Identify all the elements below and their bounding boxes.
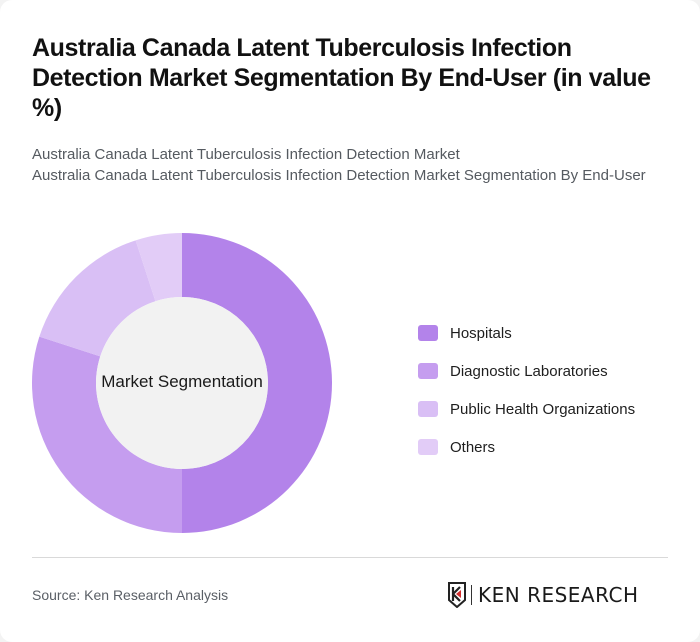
legend-swatch-icon bbox=[418, 325, 438, 341]
chart-subtitle-segmentation: Australia Canada Latent Tuberculosis Inf… bbox=[32, 167, 646, 184]
legend-label: Diagnostic Laboratories bbox=[450, 362, 608, 380]
source-note: Source: Ken Research Analysis bbox=[32, 587, 229, 603]
legend-swatch-icon bbox=[418, 439, 438, 455]
ken-research-logo: KEN RESEARCH bbox=[447, 582, 639, 608]
legend-swatch-icon bbox=[418, 401, 438, 417]
chart-legend: Hospitals Diagnostic Laboratories Public… bbox=[418, 314, 635, 466]
donut-chart bbox=[31, 233, 332, 533]
legend-swatch-icon bbox=[418, 363, 438, 379]
chart-title: Australia Canada Latent Tuberculosis Inf… bbox=[32, 34, 651, 122]
legend-item-public-health-organizations[interactable]: Public Health Organizations bbox=[418, 390, 635, 428]
legend-item-diagnostic-laboratories[interactable]: Diagnostic Laboratories bbox=[418, 352, 635, 390]
legend-label: Hospitals bbox=[450, 324, 512, 342]
donut-slice-diagnostic-laboratories[interactable] bbox=[31, 336, 183, 533]
logo-text: KEN RESEARCH bbox=[478, 583, 639, 607]
footer-divider bbox=[32, 557, 668, 558]
donut-center-label: Market Segmentation bbox=[101, 372, 263, 391]
chart-subtitle-market: Australia Canada Latent Tuberculosis Inf… bbox=[32, 146, 460, 163]
legend-item-others[interactable]: Others bbox=[418, 428, 635, 466]
donut-slice-public-health-organizations[interactable] bbox=[39, 240, 156, 357]
logo-separator bbox=[471, 585, 472, 605]
donut-slice-others[interactable] bbox=[135, 233, 182, 302]
ken-research-shield-icon bbox=[448, 582, 466, 608]
donut-slice-hospitals[interactable] bbox=[182, 233, 332, 533]
legend-item-hospitals[interactable]: Hospitals bbox=[418, 314, 635, 352]
legend-label: Public Health Organizations bbox=[450, 400, 636, 418]
donut-hole bbox=[96, 297, 268, 469]
legend-label: Others bbox=[450, 438, 496, 456]
